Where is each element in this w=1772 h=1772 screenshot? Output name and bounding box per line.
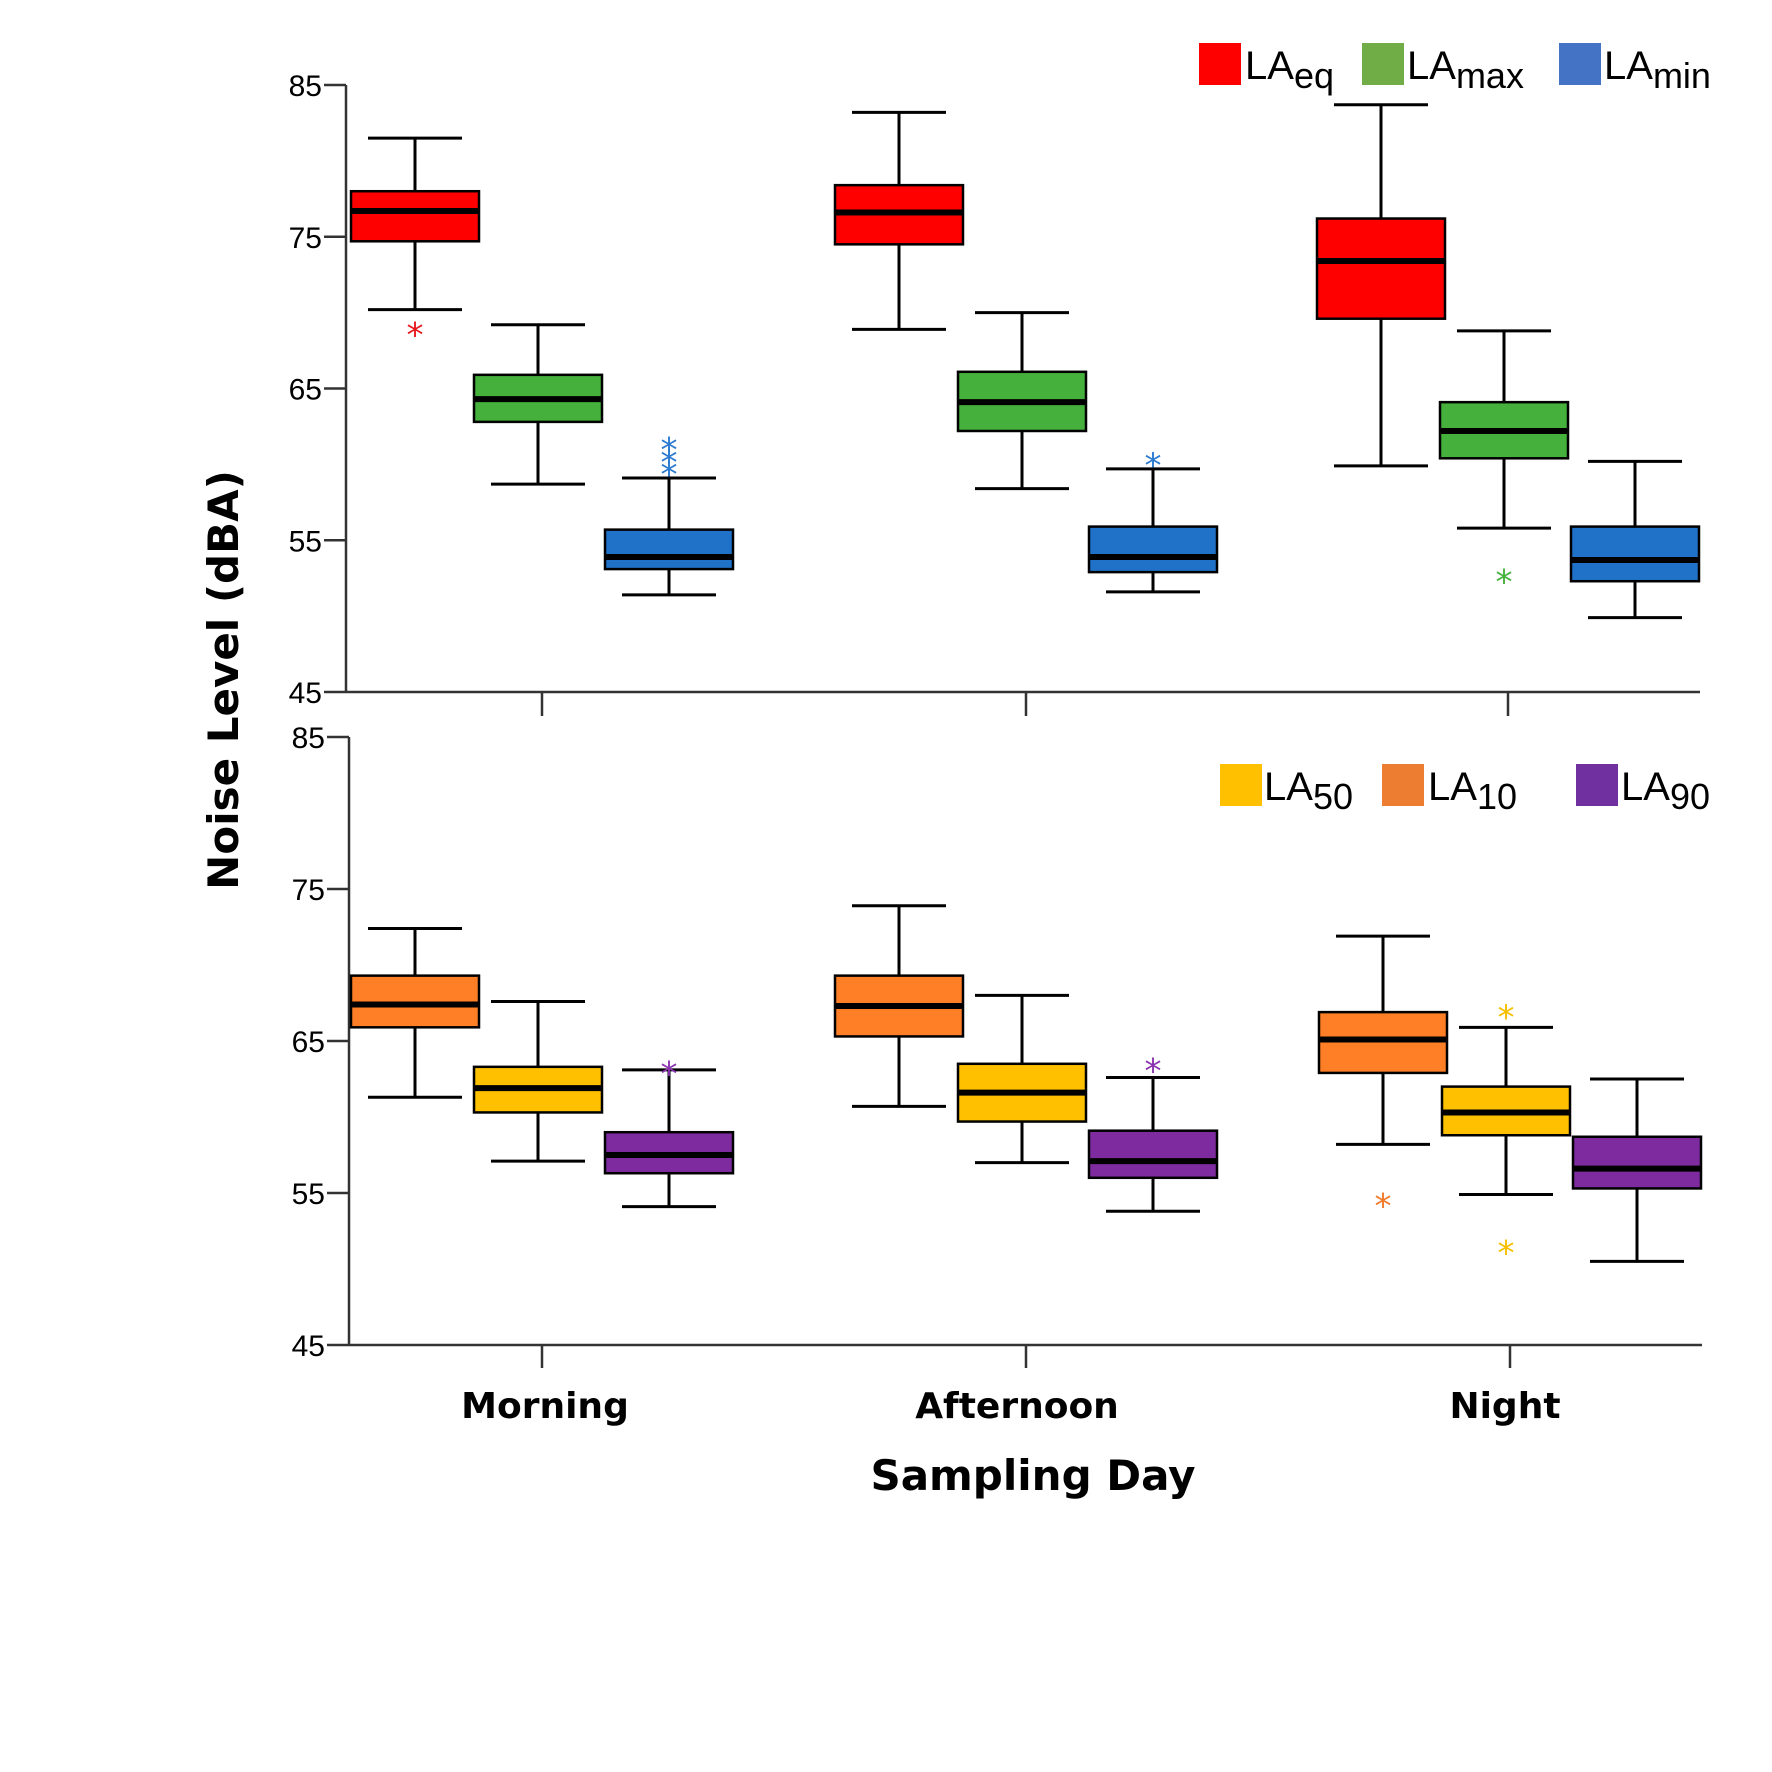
legend-label-subscript: 50 [1313, 776, 1353, 817]
legend-label: LAmin [1604, 44, 1711, 96]
box-la90-afternoon: * [1087, 1051, 1219, 1213]
box-la10-morning [349, 927, 481, 1099]
box-laeq-morning: * [349, 136, 481, 355]
y-tick-label: 45 [292, 1330, 325, 1363]
legend-label-subscript: max [1456, 55, 1524, 96]
legend-item-lamin: LAmin [1559, 43, 1711, 96]
legend-label-base: LA [1264, 765, 1313, 809]
box-la90-morning: * [603, 1054, 735, 1209]
outlier-marker: * [1496, 563, 1513, 603]
legend-label-subscript: 90 [1670, 776, 1710, 817]
box-la10-afternoon [833, 904, 965, 1108]
y-tick-label: 65 [289, 374, 322, 407]
box-lamax-night: * [1438, 329, 1570, 603]
legend-label: LA10 [1428, 765, 1517, 817]
iqr-box [1569, 525, 1701, 583]
y-tick-label: 55 [292, 1178, 325, 1211]
outlier-marker: * [1498, 998, 1515, 1038]
y-tick-label: 75 [289, 222, 322, 255]
outlier-marker: * [1375, 1187, 1392, 1227]
legend-label-subscript: 10 [1477, 776, 1517, 817]
box-la50-morning [472, 999, 604, 1163]
outlier-marker: * [661, 431, 678, 471]
legend-label: LAmax [1407, 44, 1524, 96]
legend-label-base: LA [1621, 765, 1670, 809]
outlier-marker: * [661, 1054, 678, 1094]
box-la90-night [1571, 1077, 1703, 1263]
legend-label-subscript: min [1653, 55, 1711, 96]
iqr-box [349, 974, 481, 1029]
legend-swatch [1576, 764, 1618, 806]
box-lamin-morning: *** [603, 431, 735, 597]
outlier-marker: * [1145, 446, 1162, 486]
legend-label-base: LA [1604, 44, 1653, 88]
iqr-box [1087, 1129, 1219, 1180]
legend-label-base: LA [1407, 44, 1456, 88]
iqr-box [1317, 1010, 1449, 1075]
legend-swatch [1199, 43, 1241, 85]
legend-swatch [1559, 43, 1601, 85]
outlier-marker: * [1498, 1234, 1515, 1274]
y-tick-label: 85 [292, 722, 325, 755]
iqr-box [349, 189, 481, 243]
outlier-marker: * [1145, 1051, 1162, 1091]
legend-item-laeq: LAeq [1199, 43, 1334, 96]
x-axis-title: Sampling Day [870, 1451, 1195, 1500]
legend-item-la90: LA90 [1576, 764, 1710, 817]
x-tick-label-night: Night [1449, 1386, 1560, 1427]
box-la50-night: ** [1440, 998, 1572, 1274]
legend-label-base: LA [1245, 44, 1294, 88]
box-lamin-night [1569, 459, 1701, 620]
x-tick-label-afternoon: Afternoon [915, 1386, 1119, 1427]
iqr-box [1571, 1135, 1703, 1190]
iqr-box [603, 528, 735, 571]
legend-label: LA90 [1621, 765, 1710, 817]
box-laeq-afternoon [833, 110, 965, 331]
iqr-box [1087, 525, 1219, 574]
y-tick-label: 85 [289, 70, 322, 103]
y-tick-label: 65 [292, 1026, 325, 1059]
legend-swatch [1382, 764, 1424, 806]
y-axis-title: Noise Level (dBA) [199, 470, 248, 890]
outlier-marker: * [661, 443, 678, 483]
y-tick-label: 45 [289, 677, 322, 710]
legend-label: LA50 [1264, 765, 1353, 817]
box-lamax-afternoon [956, 311, 1088, 491]
legend-swatch [1362, 43, 1404, 85]
legend-item-la10: LA10 [1382, 764, 1517, 817]
legend-label-base: LA [1428, 765, 1477, 809]
legend-label-subscript: eq [1294, 55, 1334, 96]
y-tick-label: 75 [292, 874, 325, 907]
legend-label: LAeq [1245, 44, 1334, 96]
outlier-marker: * [661, 455, 678, 495]
y-tick-label: 55 [289, 525, 322, 558]
legend-swatch [1220, 764, 1262, 806]
box-la50-afternoon [956, 993, 1088, 1165]
box-la10-night: * [1317, 934, 1449, 1227]
iqr-box [1315, 217, 1447, 320]
box-laeq-night [1315, 103, 1447, 468]
x-tick-label-morning: Morning [461, 1386, 629, 1427]
legend-item-lamax: LAmax [1362, 43, 1524, 96]
box-lamin-afternoon: * [1087, 446, 1219, 594]
outlier-marker: * [407, 315, 424, 355]
box-lamax-morning [472, 323, 604, 486]
legend-item-la50: LA50 [1220, 764, 1353, 817]
